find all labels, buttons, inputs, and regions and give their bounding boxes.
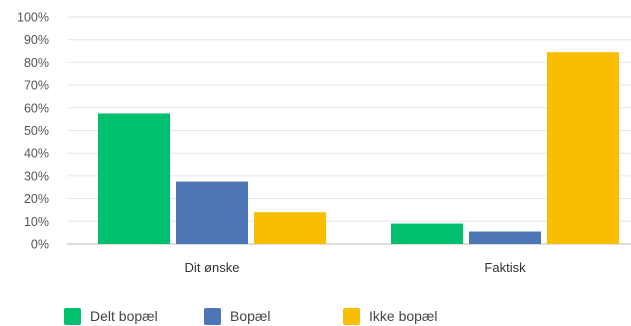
y-tick-label: 90% [24, 33, 49, 47]
y-tick-label: 60% [24, 101, 49, 115]
bar-1-2[interactable] [547, 52, 619, 245]
y-tick-label: 0% [31, 238, 49, 252]
bar-0-1[interactable] [176, 181, 248, 244]
y-axis-tick-labels: 0% 10% 20% 30% 40% 50% 60% 70% 80% 90% 100% [17, 11, 49, 252]
legend-swatch-0 [64, 307, 81, 325]
bar-0-2[interactable] [254, 212, 326, 244]
y-tick-label: 40% [24, 147, 49, 161]
y-tick-label: 80% [24, 56, 49, 70]
y-tick-label: 70% [24, 79, 49, 93]
legend-label-0: Delt bopæl [90, 308, 158, 324]
y-tick-label: 20% [24, 192, 49, 206]
legend-swatch-2 [343, 307, 360, 325]
bars [98, 52, 619, 245]
y-tick-label: 10% [24, 215, 49, 229]
legend: Delt bopæl Bopæl Ikke bopæl [64, 306, 624, 326]
y-tick-label: 50% [24, 124, 49, 138]
bar-1-1[interactable] [469, 231, 541, 244]
y-tick-label: 30% [24, 169, 49, 183]
bar-chart: 0% 10% 20% 30% 40% 50% 60% 70% 80% 90% 100% Dit øn… [17, 11, 631, 275]
legend-label-1: Bopæl [230, 308, 271, 324]
y-tick-label: 100% [17, 11, 49, 25]
x-axis-category-labels: Dit ønske Faktisk [185, 260, 527, 275]
bar-1-0[interactable] [391, 223, 463, 244]
legend-label-2: Ikke bopæl [369, 308, 438, 324]
legend-item-2[interactable]: Ikke bopæl [343, 306, 437, 326]
category-label: Dit ønske [185, 260, 240, 275]
legend-item-0[interactable]: Delt bopæl [64, 306, 158, 326]
legend-item-1[interactable]: Bopæl [204, 306, 270, 326]
bar-0-0[interactable] [98, 113, 170, 244]
category-label: Faktisk [484, 260, 526, 275]
legend-swatch-1 [204, 307, 221, 325]
